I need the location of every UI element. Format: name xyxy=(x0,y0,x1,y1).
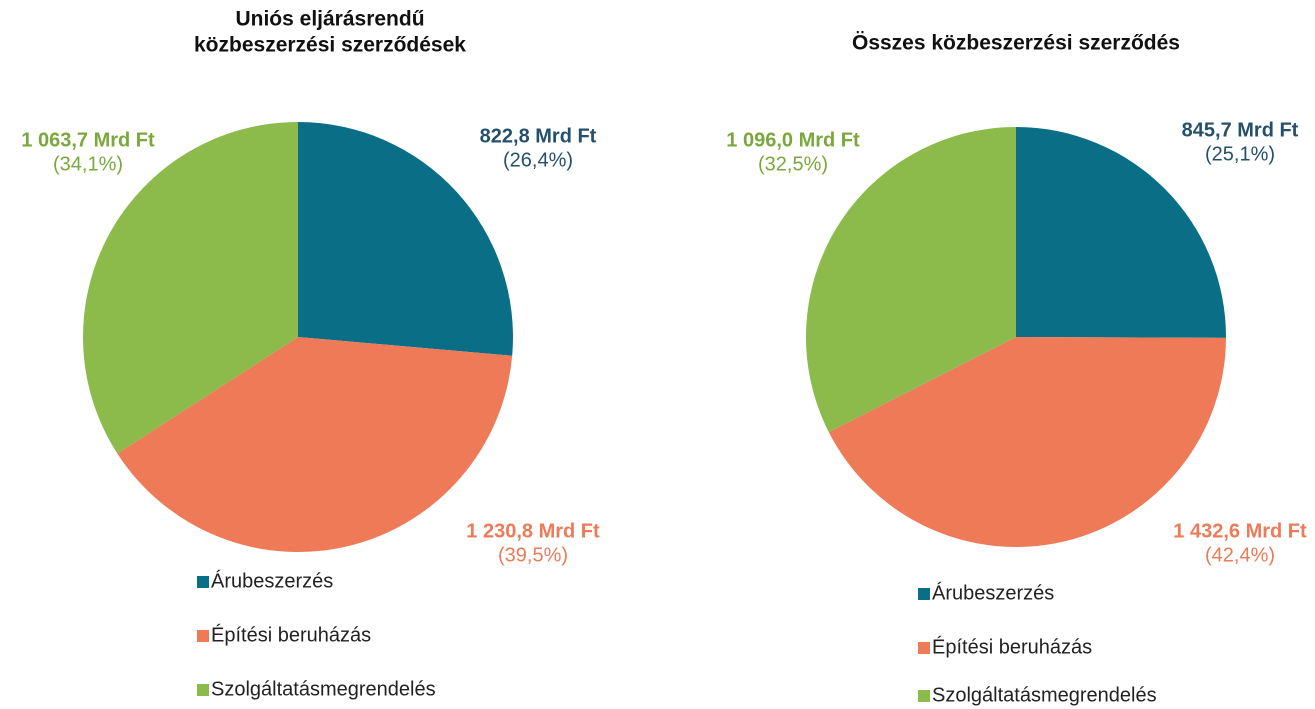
pie-slice xyxy=(1016,127,1226,338)
pie-slice xyxy=(828,337,1226,548)
chart-title: Összes közbeszerzési szerződés xyxy=(852,32,1180,55)
value-label: 1 096,0 Mrd Ft xyxy=(726,129,860,151)
chart-title: Uniós eljárásrendű xyxy=(235,8,424,31)
legend-swatch xyxy=(197,684,209,696)
value-label: 1 230,8 Mrd Ft xyxy=(466,520,600,542)
pie-slice xyxy=(83,122,299,454)
percent-label: (32,5%) xyxy=(758,153,828,175)
value-label: 845,7 Mrd Ft xyxy=(1182,119,1299,141)
chart-title: közbeszerzési szerződések xyxy=(194,34,466,57)
percent-label: (34,1%) xyxy=(53,153,123,175)
legend-label: Árubeszerzés xyxy=(211,569,333,592)
percent-label: (39,5%) xyxy=(498,544,568,566)
legend-swatch xyxy=(197,630,209,642)
legend-swatch xyxy=(197,576,209,588)
pie-slice xyxy=(805,126,1016,433)
percent-label: (42,4%) xyxy=(1205,544,1275,566)
pie-slice xyxy=(298,122,513,356)
legend-label: Építési beruházás xyxy=(211,623,371,646)
percent-label: (26,4%) xyxy=(503,149,573,171)
legend-swatch xyxy=(918,642,930,654)
legend-label: Szolgáltatásmegrendelés xyxy=(211,678,436,700)
pie-slice xyxy=(117,337,513,552)
value-label: 1 063,7 Mrd Ft xyxy=(21,129,155,151)
value-label: 822,8 Mrd Ft xyxy=(480,125,597,147)
legend-label: Árubeszerzés xyxy=(932,581,1054,604)
value-label: 1 432,6 Mrd Ft xyxy=(1173,520,1307,542)
percent-label: (25,1%) xyxy=(1205,143,1275,165)
legend-label: Építési beruházás xyxy=(932,635,1092,658)
legend-swatch xyxy=(918,690,930,702)
legend-label: Szolgáltatásmegrendelés xyxy=(932,684,1157,706)
legend-swatch xyxy=(918,588,930,600)
